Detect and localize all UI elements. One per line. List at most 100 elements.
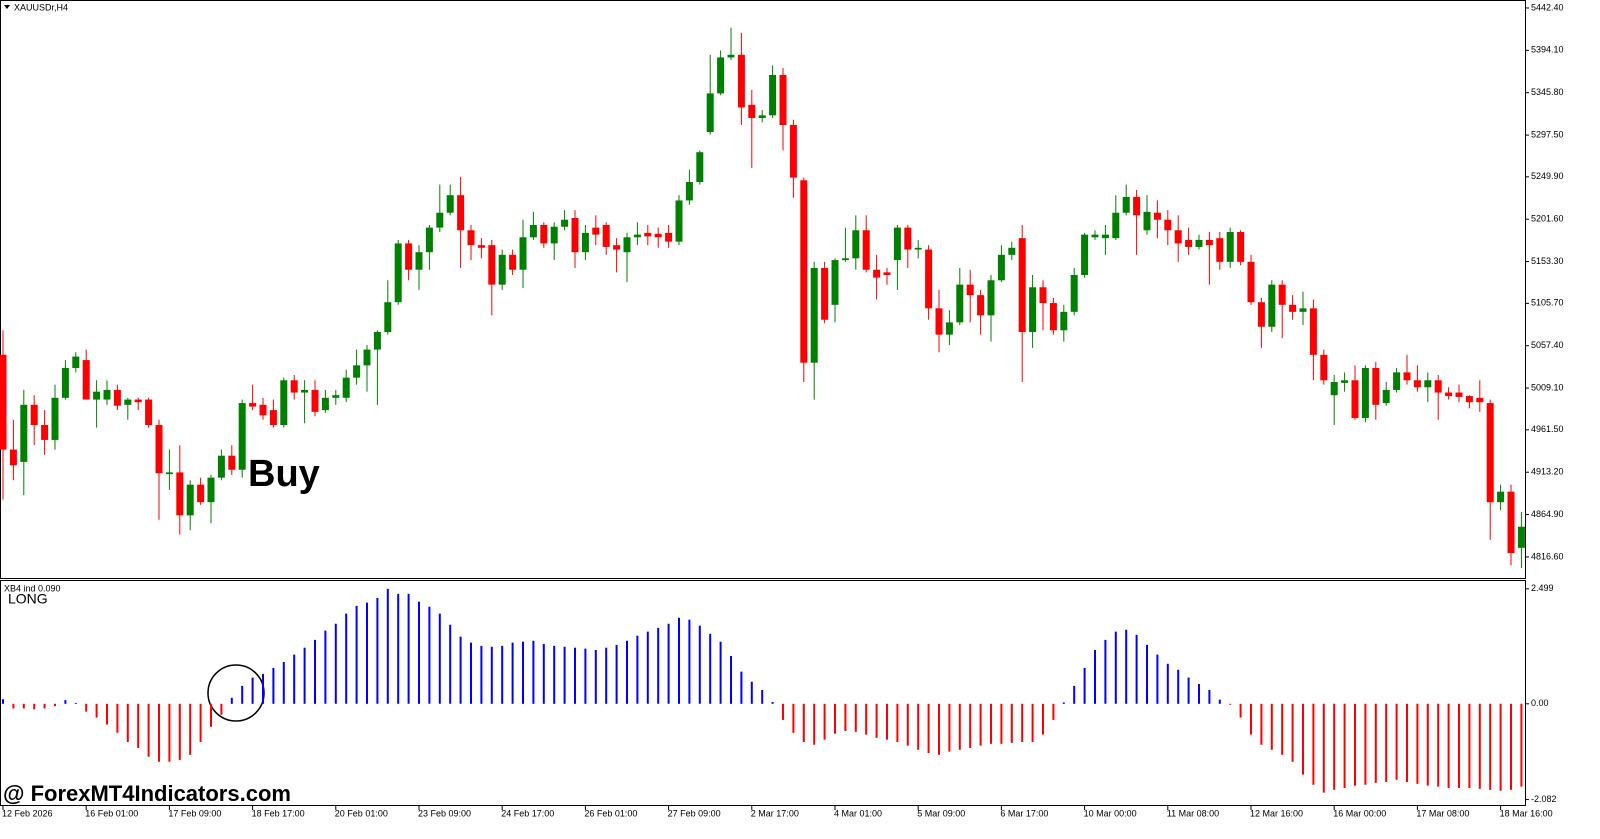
- candle-body: [1341, 380, 1349, 383]
- candle-body: [30, 404, 38, 426]
- candle-body: [1476, 397, 1484, 403]
- x-tick-label: 6 Mar 17:00: [1000, 808, 1048, 818]
- candle-body: [93, 391, 101, 400]
- watermark: @ ForexMT4Indicators.com: [3, 781, 291, 806]
- candle-body: [20, 404, 28, 462]
- candle-body: [498, 254, 506, 285]
- candle-body: [113, 389, 121, 406]
- candle-body: [540, 224, 548, 244]
- candle-body: [1413, 380, 1421, 388]
- candle-body: [1486, 403, 1494, 503]
- candle-body: [1174, 230, 1182, 244]
- candle-body: [394, 243, 402, 303]
- candle-body: [477, 245, 485, 248]
- x-tick-label: 16 Feb 01:00: [85, 808, 138, 818]
- candle-body: [602, 224, 610, 247]
- chart-title: XAUUSDr,H4: [14, 2, 68, 12]
- candle-body: [706, 93, 714, 133]
- candle-body: [581, 232, 589, 253]
- indicator-panel: [0, 580, 1526, 806]
- candle-body: [1049, 303, 1057, 331]
- candle-body: [103, 389, 111, 400]
- candle-body: [1018, 238, 1026, 333]
- candle-body: [654, 233, 662, 238]
- candle-body: [280, 380, 288, 426]
- x-tick-label: 16 Mar 00:00: [1333, 808, 1386, 818]
- menu-icon: [4, 5, 10, 9]
- candle-body: [1112, 212, 1120, 239]
- candle-body: [717, 57, 725, 94]
- candle-body: [1330, 382, 1338, 396]
- candle-body: [592, 227, 600, 235]
- candle-body: [72, 356, 80, 368]
- candle-body: [176, 472, 184, 516]
- candle-body: [1257, 302, 1265, 327]
- candle-body: [800, 180, 808, 363]
- candle-body: [1361, 367, 1369, 418]
- x-tick-label: 2 Mar 17:00: [751, 808, 799, 818]
- y-tick-label: 4864.90: [1531, 509, 1564, 519]
- candle-body: [748, 104, 756, 118]
- candle-body: [904, 227, 912, 250]
- candle-body: [373, 332, 381, 350]
- candle-body: [997, 254, 1005, 281]
- candle-body: [1320, 354, 1328, 381]
- candle-body: [186, 484, 194, 516]
- candle-body: [529, 224, 537, 238]
- x-tick-label: 5 Mar 09:00: [917, 808, 965, 818]
- candle-body: [1309, 308, 1317, 355]
- candle-body: [831, 260, 839, 305]
- candle-body: [61, 367, 69, 398]
- x-tick-label: 24 Feb 17:00: [501, 808, 554, 818]
- candle-body: [290, 380, 298, 393]
- x-tick-label: 20 Feb 01:00: [335, 808, 388, 818]
- x-tick-label: 17 Mar 08:00: [1416, 808, 1469, 818]
- candle-body: [727, 54, 735, 58]
- candle-body: [269, 410, 277, 426]
- candle-body: [217, 455, 225, 478]
- candle-body: [1091, 234, 1099, 238]
- candle-body: [1070, 274, 1078, 312]
- candle-body: [436, 212, 444, 228]
- candle-body: [124, 399, 132, 405]
- x-tick-label: 26 Feb 01:00: [584, 808, 637, 818]
- y-tick-label: 4961.50: [1531, 424, 1564, 434]
- candle-body: [145, 399, 153, 426]
- candle-body: [1060, 311, 1068, 331]
- candle-body: [696, 152, 704, 183]
- candle-body: [363, 349, 371, 366]
- candle-body: [1299, 308, 1307, 312]
- x-tick-label: 17 Feb 09:00: [168, 808, 221, 818]
- candle-body: [301, 389, 309, 393]
- candle-body: [51, 397, 59, 440]
- y-tick-label: 5105.70: [1531, 298, 1564, 308]
- candle-body: [249, 403, 257, 407]
- candle-body: [852, 230, 860, 259]
- candle-body: [384, 302, 392, 333]
- candle-body: [987, 280, 995, 316]
- candle-body: [1455, 392, 1463, 397]
- candle-body: [862, 230, 870, 270]
- candle-body: [0, 354, 7, 450]
- candle-body: [165, 472, 173, 475]
- x-tick-label: 12 Mar 16:00: [1250, 808, 1303, 818]
- x-tick-label: 11 Mar 08:00: [1167, 808, 1219, 818]
- candle-body: [633, 234, 641, 238]
- candle-body: [1039, 287, 1047, 304]
- candle-body: [197, 484, 205, 503]
- candle-body: [1403, 372, 1411, 381]
- candle-body: [685, 182, 693, 201]
- candle-body: [238, 403, 246, 470]
- candle-body: [1289, 304, 1297, 312]
- candle-body: [519, 237, 527, 270]
- candle-body: [1351, 380, 1359, 418]
- candle-body: [1164, 219, 1172, 231]
- candle-body: [758, 115, 766, 118]
- candle-body: [457, 195, 465, 231]
- y-tick-label: 4816.60: [1531, 551, 1564, 561]
- y-tick-label: 5249.90: [1531, 171, 1564, 181]
- candle-body: [1195, 239, 1203, 247]
- candle-body: [675, 200, 683, 242]
- x-tick-label: 12 Feb 2026: [2, 808, 53, 818]
